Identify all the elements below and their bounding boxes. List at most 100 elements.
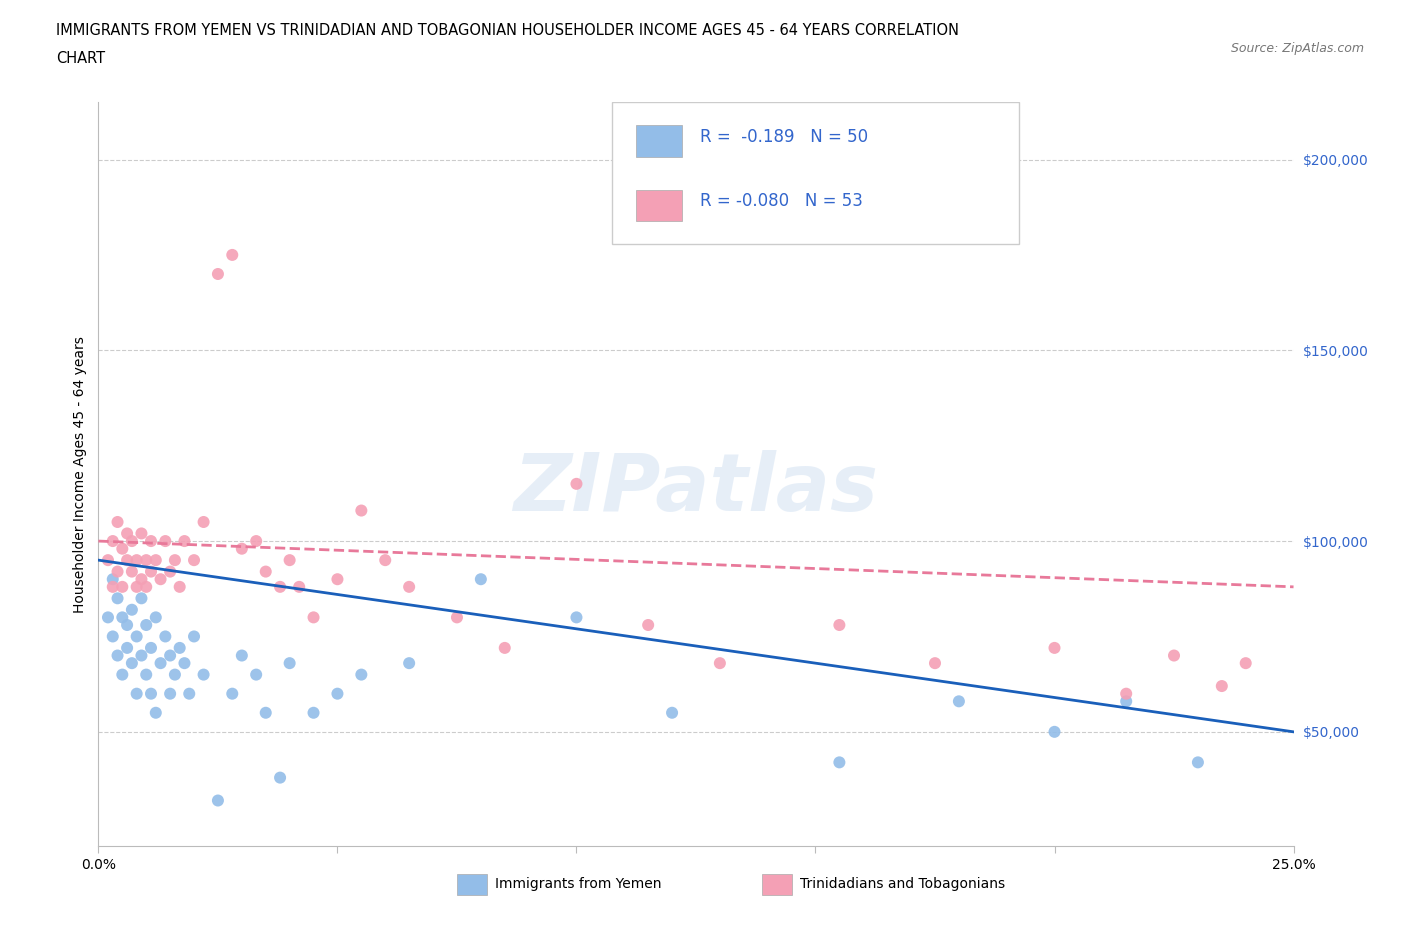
Point	[173, 656, 195, 671]
Point	[155, 534, 177, 549]
Text: Source: ZipAtlas.com: Source: ZipAtlas.com	[1230, 42, 1364, 55]
Point	[163, 552, 186, 567]
Point	[121, 565, 143, 579]
Point	[111, 579, 134, 594]
Point	[131, 526, 153, 541]
Point	[125, 552, 148, 567]
Point	[948, 694, 970, 709]
Point	[139, 686, 162, 701]
Point	[231, 648, 253, 663]
Point	[101, 572, 124, 587]
Point	[1115, 694, 1137, 709]
Point	[97, 610, 120, 625]
Point	[350, 667, 373, 682]
Point	[145, 552, 167, 567]
Point	[374, 552, 396, 567]
Point	[269, 579, 291, 594]
Point	[254, 565, 277, 579]
Point	[121, 603, 143, 618]
Point	[121, 656, 143, 671]
Point	[1115, 686, 1137, 701]
Point	[183, 552, 205, 567]
Point	[115, 552, 138, 567]
Point	[350, 503, 373, 518]
Point	[193, 514, 215, 529]
Point	[470, 572, 492, 587]
Point	[565, 476, 588, 491]
Point	[107, 648, 129, 663]
Text: IMMIGRANTS FROM YEMEN VS TRINIDADIAN AND TOBAGONIAN HOUSEHOLDER INCOME AGES 45 -: IMMIGRANTS FROM YEMEN VS TRINIDADIAN AND…	[56, 23, 959, 38]
Text: R = -0.080   N = 53: R = -0.080 N = 53	[700, 193, 862, 210]
Point	[173, 534, 195, 549]
Point	[107, 591, 129, 605]
FancyBboxPatch shape	[636, 190, 682, 221]
Point	[135, 579, 157, 594]
Point	[1211, 679, 1233, 694]
Point	[107, 514, 129, 529]
Point	[125, 686, 148, 701]
Point	[494, 641, 516, 656]
Point	[107, 565, 129, 579]
Text: ZIPatlas: ZIPatlas	[513, 450, 879, 528]
Point	[159, 565, 181, 579]
Point	[278, 656, 301, 671]
Point	[302, 705, 325, 720]
Point	[398, 656, 420, 671]
FancyBboxPatch shape	[457, 874, 486, 895]
Point	[97, 552, 120, 567]
Text: R =  -0.189   N = 50: R = -0.189 N = 50	[700, 128, 868, 146]
Point	[135, 667, 157, 682]
Point	[131, 648, 153, 663]
Point	[661, 705, 683, 720]
Text: CHART: CHART	[56, 51, 105, 66]
Point	[111, 667, 134, 682]
FancyBboxPatch shape	[636, 126, 682, 156]
Point	[207, 793, 229, 808]
Point	[245, 534, 267, 549]
Point	[828, 618, 851, 632]
Point	[245, 667, 267, 682]
Point	[709, 656, 731, 671]
Point	[125, 629, 148, 644]
Point	[139, 534, 162, 549]
Point	[101, 579, 124, 594]
Point	[221, 247, 243, 262]
Point	[398, 579, 420, 594]
Point	[1234, 656, 1257, 671]
Point	[149, 656, 172, 671]
Point	[278, 552, 301, 567]
Point	[111, 610, 134, 625]
Point	[179, 686, 201, 701]
Point	[1187, 755, 1209, 770]
Point	[1043, 641, 1066, 656]
Point	[269, 770, 291, 785]
Point	[254, 705, 277, 720]
Point	[163, 667, 186, 682]
Point	[169, 579, 191, 594]
Point	[637, 618, 659, 632]
Point	[565, 610, 588, 625]
Point	[121, 534, 143, 549]
Point	[135, 618, 157, 632]
Point	[446, 610, 468, 625]
Point	[1043, 724, 1066, 739]
FancyBboxPatch shape	[762, 874, 792, 895]
Point	[145, 610, 167, 625]
Point	[115, 526, 138, 541]
Point	[221, 686, 243, 701]
Y-axis label: Householder Income Ages 45 - 64 years: Householder Income Ages 45 - 64 years	[73, 336, 87, 613]
Point	[145, 705, 167, 720]
Text: Trinidadians and Tobagonians: Trinidadians and Tobagonians	[800, 877, 1005, 891]
Point	[101, 629, 124, 644]
Point	[101, 534, 124, 549]
Point	[193, 667, 215, 682]
Point	[139, 565, 162, 579]
Point	[139, 641, 162, 656]
Point	[131, 591, 153, 605]
Text: Immigrants from Yemen: Immigrants from Yemen	[495, 877, 662, 891]
Point	[115, 641, 138, 656]
Point	[149, 572, 172, 587]
Point	[231, 541, 253, 556]
Point	[326, 572, 349, 587]
Point	[288, 579, 311, 594]
